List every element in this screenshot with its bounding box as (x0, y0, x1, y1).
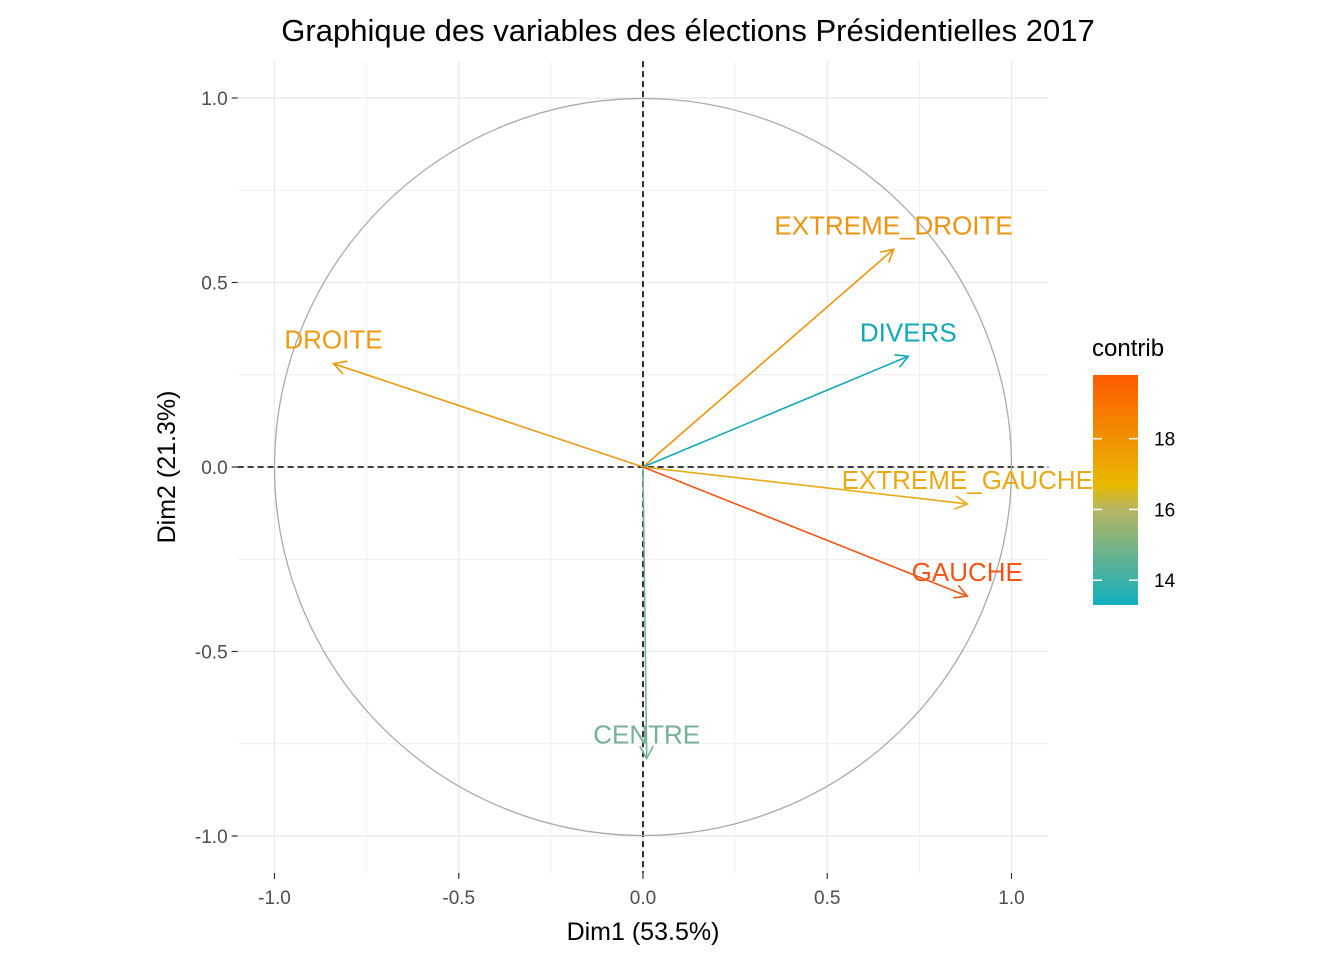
arrow-gauche (642, 466, 968, 597)
arrow-droite (333, 362, 644, 468)
x-tick-label: 1.0 (998, 888, 1024, 909)
label-gauche: GAUCHE (912, 557, 1023, 587)
y-axis-ticks: -1.0 -0.5 0.0 0.5 1.0 (195, 89, 238, 848)
label-droite: DROITE (284, 325, 382, 355)
legend: contrib 14 16 18 (1092, 335, 1176, 605)
chart-title: Graphique des variables des élections Pr… (281, 13, 1094, 48)
legend-title: contrib (1092, 335, 1164, 362)
legend-tick-label: 18 (1154, 430, 1175, 451)
y-tick-label: -0.5 (195, 643, 228, 664)
label-extreme-droite: EXTREME_DROITE (774, 210, 1012, 240)
arrow-divers (642, 355, 909, 468)
variable-arrows (331, 248, 969, 761)
unit-circle (273, 97, 1013, 837)
arrow-extreme-droite (642, 248, 895, 468)
arrowhead-extreme-gauche (954, 495, 969, 510)
y-tick-label: -1.0 (195, 827, 228, 848)
arrow-centre (642, 466, 648, 759)
x-tick-label: -1.0 (258, 888, 291, 909)
y-tick-label: 0.0 (201, 458, 227, 479)
label-divers: DIVERS (860, 317, 957, 347)
arrowhead-divers (894, 354, 910, 368)
label-centre: CENTRE (593, 720, 700, 750)
legend-tick-label: 16 (1154, 500, 1175, 521)
label-extreme-gauche: EXTREME_GAUCHE (842, 465, 1093, 495)
y-tick-label: 1.0 (201, 89, 227, 110)
arrowhead-gauche (953, 584, 969, 599)
arrowhead-extreme-droite (879, 248, 895, 263)
legend-tick-label: 14 (1154, 571, 1176, 592)
arrowhead-centre (639, 745, 654, 761)
unit-circle-layer (273, 97, 1013, 837)
x-axis-label: Dim1 (53.5%) (567, 918, 720, 946)
y-tick-label: 0.5 (201, 274, 227, 295)
x-tick-label: 0.0 (630, 888, 656, 909)
y-axis-label: Dim2 (21.3%) (153, 391, 181, 544)
legend-ticks: 14 16 18 (1093, 430, 1176, 592)
x-tick-label: 0.5 (814, 888, 840, 909)
x-axis-ticks: -1.0 -0.5 0.0 0.5 1.0 (258, 872, 1025, 909)
arrowhead-droite (331, 360, 348, 375)
arrow-extreme-gauche (642, 466, 968, 505)
x-tick-label: -0.5 (442, 888, 475, 909)
variable-labels: EXTREME_DROITE DIVERS DROITE EXTREME_GAUCHE… (284, 210, 1093, 749)
legend-colorbar (1093, 375, 1138, 605)
